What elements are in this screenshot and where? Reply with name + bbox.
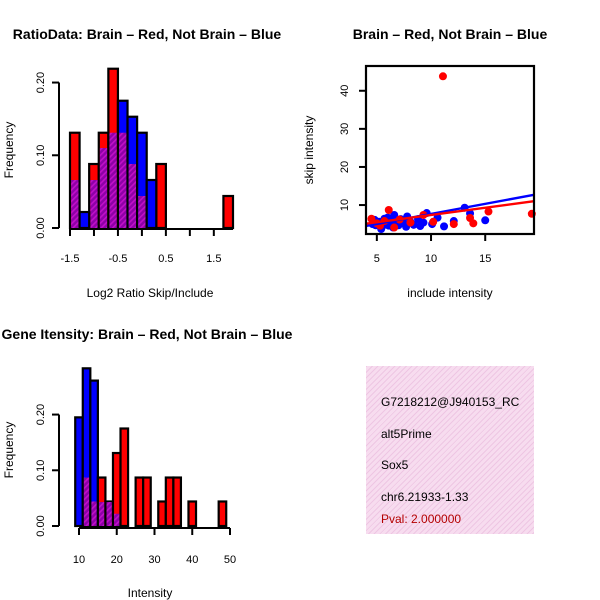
brain-point <box>367 214 376 223</box>
overlap-bar <box>114 513 120 526</box>
plot-frame <box>364 64 536 236</box>
x-tick-label: 15 <box>479 253 491 265</box>
not-brain-point <box>416 222 425 230</box>
brain-bar <box>119 427 130 528</box>
y-tick-label: 10 <box>339 199 351 211</box>
brain-bar <box>142 476 152 528</box>
brain-point <box>449 220 458 229</box>
x-tick-label: 1.5 <box>206 253 221 265</box>
overlap-bar <box>99 148 108 228</box>
brain-bar <box>187 500 198 528</box>
brain-bar <box>164 476 175 528</box>
overlap-bar <box>91 501 97 526</box>
y-tick-label: 0.20 <box>35 72 47 93</box>
brain-point <box>390 223 399 232</box>
ratio-histogram: -1.5 -0.5 0.5 1.5 0.00 0.10 0.20 RatioData: Bra… <box>2 26 281 300</box>
x-tick-label: 10 <box>425 253 437 265</box>
x-axis-label: Intensity <box>128 586 173 600</box>
gene-name-label: Sox5 <box>381 458 409 472</box>
not-brain-bar <box>74 416 84 528</box>
not-brain-point <box>390 210 399 219</box>
x-tick-label: 40 <box>186 554 198 566</box>
brain-point <box>469 219 478 228</box>
overlap-bar <box>71 180 79 228</box>
x-tick-label: 50 <box>224 554 236 566</box>
y-tick-label: 0.10 <box>35 145 47 166</box>
brain-bar <box>217 500 228 528</box>
event-type-label: alt5Prime <box>381 427 432 441</box>
x-tick-label: -1.5 <box>61 253 80 265</box>
y-axis-label: skip intensity <box>302 116 316 185</box>
x-axis-label: include intensity <box>407 286 492 300</box>
x-tick-label: -0.5 <box>108 253 127 265</box>
overlap-bar <box>109 132 117 228</box>
location-label: chr6.21933-1.33 <box>381 490 469 504</box>
x-tick-label: 5 <box>374 253 380 265</box>
info-panel: G7218212@J940153_RC alt5Prime Sox5 chr6.… <box>366 366 534 534</box>
y-axis-label: Frequency <box>2 122 16 179</box>
not-brain-bar <box>145 178 158 230</box>
overlap-bar <box>90 180 98 228</box>
brain-point <box>438 72 447 81</box>
y-tick-label: 0.10 <box>35 460 47 481</box>
not-brain-bar <box>78 210 91 230</box>
x-tick-label: 10 <box>73 554 85 566</box>
brain-fit-line <box>365 200 535 225</box>
brain-point <box>406 218 415 227</box>
gene-id-label: G7218212@J940153_RC <box>381 395 520 409</box>
brain-point <box>429 217 438 226</box>
brain-bar <box>157 500 167 528</box>
x-tick-label: 30 <box>148 554 160 566</box>
chart-title: RatioData: Brain – Red, Not Brain – Blue <box>13 26 282 42</box>
y-tick-label: 0.00 <box>35 515 47 536</box>
brain-bar <box>134 476 145 528</box>
intensity-scatter: 5 10 15 10 20 30 40 Brain – Red, Not Brain – Bl… <box>302 26 547 300</box>
brain-bar <box>222 194 235 230</box>
y-tick-label: 20 <box>339 161 351 173</box>
intensity-histogram: 10 20 30 40 50 0.00 0.10 0.20 Gene Itensity: Bra… <box>2 326 293 600</box>
chart-title: Gene Itensity: Brain – Red, Not Brain – … <box>2 326 293 342</box>
overlap-bar <box>128 164 137 228</box>
overlap-bar <box>98 502 105 526</box>
brain-bar <box>155 162 167 230</box>
brain-point <box>384 206 393 214</box>
overlap-bar <box>119 132 127 228</box>
not-brain-point <box>481 216 490 225</box>
pval-label: Pval: 2.000000 <box>381 512 462 526</box>
brain-bar <box>172 476 183 528</box>
y-axis-label: Frequency <box>2 422 16 479</box>
not-brain-point <box>440 222 449 231</box>
y-tick-label: 0.00 <box>35 217 47 238</box>
overlap-bar <box>138 196 146 228</box>
brain-point <box>484 207 493 216</box>
overlap-bar <box>83 477 90 526</box>
chart-title: Brain – Red, Not Brain – Blue <box>353 26 548 42</box>
x-tick-label: 20 <box>111 554 123 566</box>
x-axis-label: Log2 Ratio Skip/Include <box>87 286 214 300</box>
y-tick-label: 30 <box>339 123 351 135</box>
y-tick-label: 40 <box>339 85 351 97</box>
x-tick-label: 0.5 <box>158 253 173 265</box>
y-tick-label: 0.20 <box>35 404 47 425</box>
overlap-bar <box>106 502 112 526</box>
